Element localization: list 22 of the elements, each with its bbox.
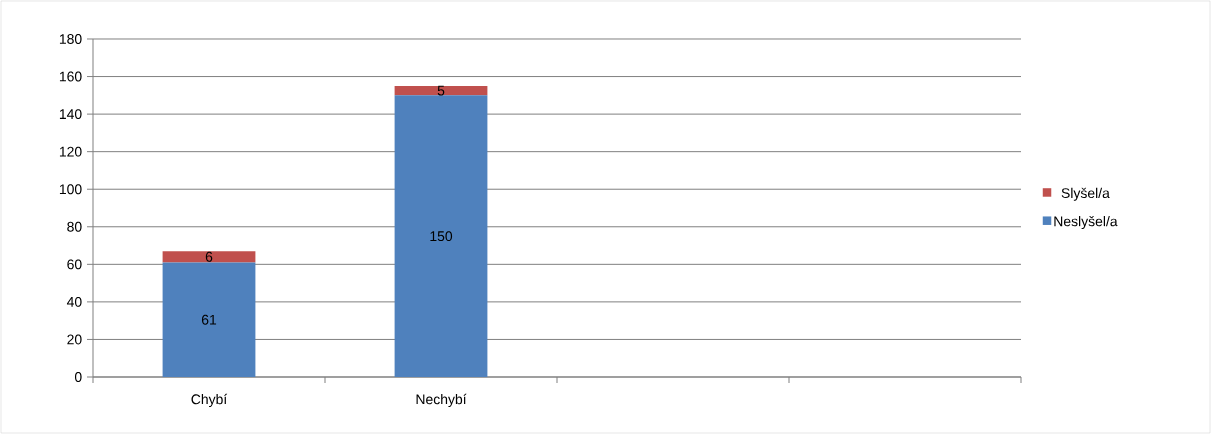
y-tick-label: 160 — [59, 71, 82, 82]
data-label: 150 — [430, 231, 453, 242]
legend-label: Neslyšel/a — [1054, 215, 1118, 230]
y-tick-label: 100 — [59, 184, 82, 195]
y-tick-label: 140 — [59, 109, 82, 120]
data-label: 5 — [437, 85, 445, 96]
data-label: 6 — [205, 251, 213, 262]
y-tick-label: 20 — [67, 334, 82, 345]
y-tick-label: 180 — [59, 34, 82, 44]
x-tick-label: Nechybí — [416, 393, 467, 408]
bar — [394, 95, 488, 377]
data-label: 61 — [201, 314, 217, 325]
x-tick-label: Chybí — [191, 393, 228, 408]
bar — [162, 251, 256, 263]
y-tick-label: 0 — [74, 372, 82, 382]
bar — [394, 85, 488, 96]
y-tick-label: 60 — [67, 259, 82, 270]
y-tick-label: 80 — [67, 221, 82, 232]
legend-label: Slyšel/a — [1061, 187, 1110, 201]
y-tick-label: 120 — [59, 146, 82, 157]
y-tick-label: 40 — [66, 296, 82, 307]
bar — [162, 262, 256, 377]
